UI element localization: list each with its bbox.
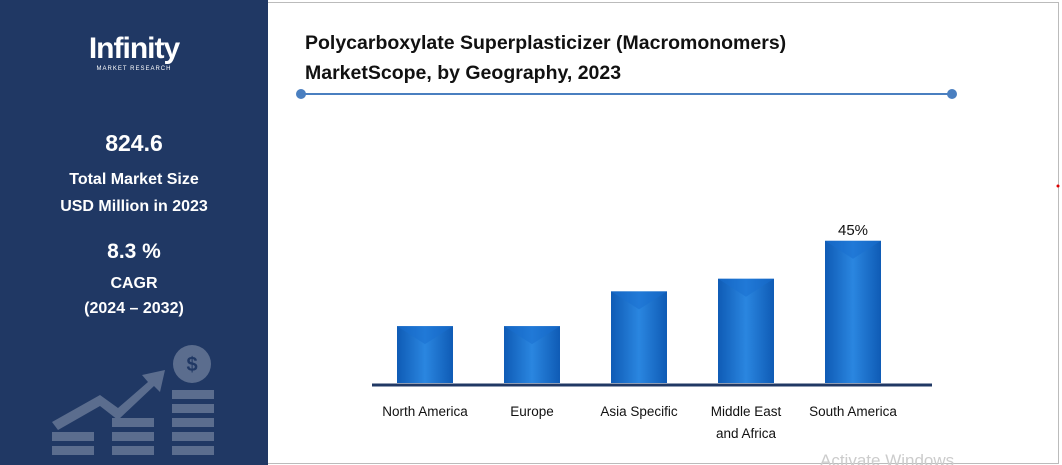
logo-name: Infinity (88, 32, 180, 65)
chart-frame (268, 2, 1059, 464)
svg-text:$: $ (186, 354, 197, 376)
market-size: 824.6 (105, 130, 163, 156)
watermark: Activate Windows (820, 451, 954, 465)
bar-bevel (825, 240, 881, 259)
bar-bevel (611, 291, 667, 310)
market-size-label: Total Market Size (69, 171, 199, 188)
bar-bevel (397, 326, 453, 345)
divider-dot (947, 89, 957, 99)
dot (1056, 184, 1060, 188)
data-label: 45% (838, 222, 868, 239)
cagr-label: CAGR (110, 275, 158, 292)
x-tick-label: Europe (510, 404, 554, 419)
chart-title: MarketScope, by Geography, 2023 (305, 62, 622, 84)
logo-tagline: MARKET RESEARCH (96, 66, 172, 72)
market-size-label: USD Million in 2023 (60, 198, 208, 215)
bar (825, 240, 881, 383)
x-tick-label: Asia Specific (600, 404, 678, 419)
growth-icon: $ (52, 345, 214, 455)
cagr: 8.3 % (107, 240, 161, 263)
chart-title: Polycarboxylate Superplasticizer (Macrom… (305, 32, 787, 54)
bar-bevel (718, 278, 774, 297)
summary-panel: Infinity MARKET RESEARCH 824.6 Total Mar… (0, 0, 268, 465)
divider-dot (296, 89, 306, 99)
period: (2024 – 2032) (84, 300, 184, 317)
x-tick-label: Middle East and Africa (710, 404, 782, 441)
bar-bevel (504, 326, 560, 345)
x-tick-label: North America (382, 404, 468, 419)
x-tick-label: South America (809, 404, 897, 419)
